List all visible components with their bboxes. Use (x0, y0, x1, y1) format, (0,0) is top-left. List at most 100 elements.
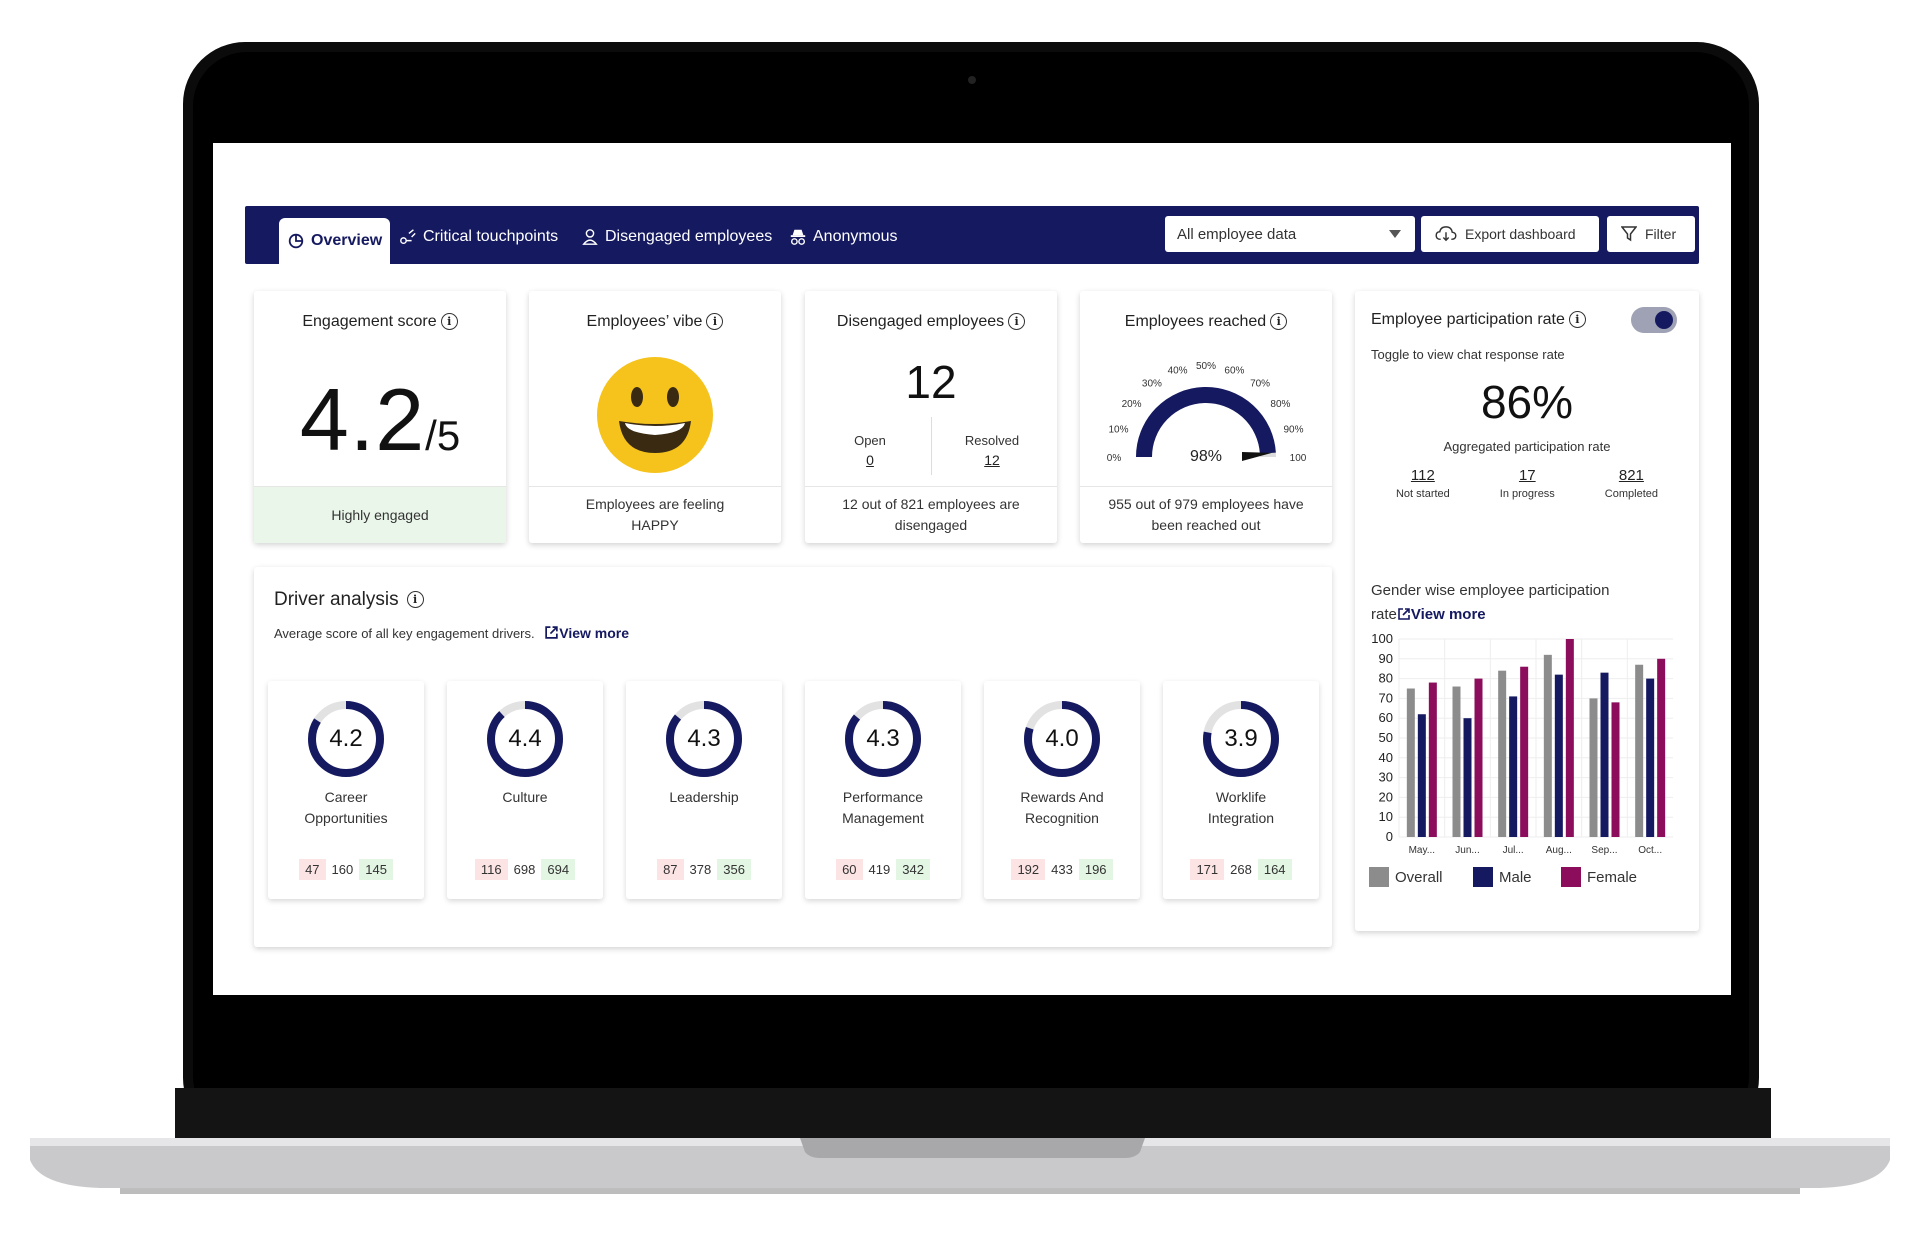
resolved-value[interactable]: 12 (984, 452, 1000, 468)
stat-value[interactable]: 17 (1518, 467, 1536, 484)
bar-male[interactable] (1646, 678, 1655, 837)
info-icon[interactable]: i (440, 313, 458, 331)
y-tick-label: 50 (1379, 730, 1393, 745)
stat-value[interactable]: 821 (1618, 467, 1644, 484)
legend-label: Male (1499, 869, 1532, 886)
filter-label: Filter (1645, 226, 1677, 242)
stat-in-progress: 17 In progress (1500, 467, 1555, 500)
vibe-footer: Employees are feeling HAPPY (529, 486, 781, 543)
driver-card[interactable]: 3.9 Worklife Integration 171 268 164 (1163, 681, 1319, 899)
select-value: All employee data (1177, 225, 1297, 243)
driver-name-line2: Recognition (1025, 810, 1099, 826)
neutral-count: 160 (325, 859, 360, 880)
gauge-tick-label: 90% (1283, 425, 1303, 436)
pie-chart-icon (288, 233, 304, 249)
x-tick-label: Aug... (1546, 845, 1572, 856)
bar-female[interactable] (1565, 639, 1574, 837)
y-tick-label: 20 (1379, 789, 1393, 804)
info-icon[interactable]: i (406, 591, 424, 609)
positive-count: 356 (717, 859, 751, 880)
driver-card[interactable]: 4.2 Career Opportunities 47 160 145 (268, 681, 424, 899)
score-number: 4.2 (299, 370, 426, 469)
bar-male[interactable] (1463, 718, 1472, 837)
negative-count: 171 (1190, 859, 1225, 880)
bar-male[interactable] (1554, 674, 1563, 837)
neutral-count: 433 (1045, 859, 1079, 880)
y-tick-label: 80 (1379, 671, 1393, 686)
bar-overall[interactable] (1406, 688, 1415, 838)
driver-sentiment-counts: 87 378 356 (626, 859, 782, 880)
tab-anonymous[interactable]: Anonymous (789, 218, 898, 256)
bar-overall[interactable] (1635, 664, 1644, 837)
view-more-text: View more (1410, 606, 1486, 623)
chevron-down-icon (1389, 230, 1401, 238)
open-label: Open (854, 433, 886, 448)
filter-button[interactable]: Filter (1607, 216, 1695, 252)
driver-name-line1: Worklife (1215, 789, 1267, 805)
y-tick-label: 60 (1379, 710, 1393, 725)
bar-overall[interactable] (1452, 686, 1461, 837)
export-dashboard-button[interactable]: Export dashboard (1421, 216, 1599, 252)
participation-title: Employee participation rate i (1371, 311, 1586, 329)
driver-name: Rewards And Recognition (984, 787, 1140, 829)
driver-card[interactable]: 4.0 Rewards And Recognition 192 433 196 (984, 681, 1140, 899)
disengaged-footer: 12 out of 821 employees are disengaged (805, 486, 1057, 543)
gauge-fill (1136, 387, 1276, 458)
driver-cards-row: 4.2 Career Opportunities 47 160 145 4.4 Culture… (268, 681, 1319, 911)
bar-female[interactable] (1520, 666, 1529, 837)
tab-overview[interactable]: Overview (279, 218, 391, 264)
driver-sentiment-counts: 47 160 145 (268, 859, 424, 880)
bar-female[interactable] (1657, 658, 1666, 837)
info-icon[interactable]: i (1008, 313, 1026, 331)
participation-rate: 86% (1480, 376, 1574, 428)
driver-score: 4.4 (508, 725, 542, 752)
driver-view-more-link[interactable]: View more (544, 625, 629, 641)
tab-label: Critical touchpoints (423, 228, 559, 245)
employee-data-select[interactable]: All employee data (1165, 216, 1415, 252)
tab-disengaged-employees[interactable]: Disengaged employees (581, 218, 772, 256)
vibe-title: Employees’ vibe (586, 313, 703, 330)
info-icon[interactable]: i (706, 313, 724, 331)
bar-male[interactable] (1509, 696, 1518, 837)
y-tick-label: 0 (1386, 829, 1393, 844)
card-title: Disengaged employees i (805, 313, 1057, 331)
driver-card[interactable]: 4.4 Culture 116 698 694 (447, 681, 603, 899)
bar-male[interactable] (1600, 672, 1609, 837)
gauge-tick-label: 40% (1168, 366, 1188, 377)
gauge-value: 98% (1190, 448, 1222, 465)
ring-fill (666, 701, 742, 777)
bar-overall[interactable] (1589, 698, 1598, 837)
tab-critical-touchpoints[interactable]: Critical touchpoints (399, 218, 558, 256)
chat-rate-toggle[interactable] (1631, 307, 1677, 333)
smiley-face-icon (597, 357, 713, 473)
driver-name-line1: Rewards And (1020, 789, 1104, 805)
gauge-tick-label: 80% (1270, 399, 1290, 410)
score-out-of: /5 (425, 412, 461, 459)
x-tick-label: Oct... (1638, 845, 1662, 856)
info-icon[interactable]: i (1568, 311, 1586, 329)
driver-sentiment-counts: 60 419 342 (805, 859, 961, 880)
positive-count: 196 (1078, 859, 1113, 880)
reached-footer: 955 out of 979 employees have been reache… (1080, 486, 1332, 543)
driver-score-ring (845, 701, 921, 777)
driver-card[interactable]: 4.3 Performance Management 60 419 342 (805, 681, 961, 899)
bar-overall[interactable] (1498, 670, 1507, 837)
driver-score: 4.3 (687, 725, 721, 752)
gauge-tick-label: 50% (1196, 361, 1216, 372)
ring-fill (308, 701, 384, 777)
bar-female[interactable] (1428, 682, 1437, 837)
gender-view-more-link[interactable]: View more (1397, 606, 1486, 623)
info-icon[interactable]: i (1270, 313, 1288, 331)
stat-label: Not started (1395, 488, 1450, 500)
bar-female[interactable] (1474, 678, 1483, 837)
stat-value[interactable]: 112 (1410, 467, 1435, 484)
driver-score-ring (1024, 701, 1100, 777)
driver-card[interactable]: 4.3 Leadership 87 378 356 (626, 681, 782, 899)
y-tick-label: 10 (1379, 809, 1393, 824)
gauge-needle (1242, 452, 1272, 461)
bar-overall[interactable] (1543, 654, 1552, 837)
driver-name-line2: Opportunities (304, 810, 388, 826)
bar-female[interactable] (1611, 702, 1620, 837)
bar-male[interactable] (1417, 714, 1426, 837)
open-value[interactable]: 0 (866, 452, 874, 468)
